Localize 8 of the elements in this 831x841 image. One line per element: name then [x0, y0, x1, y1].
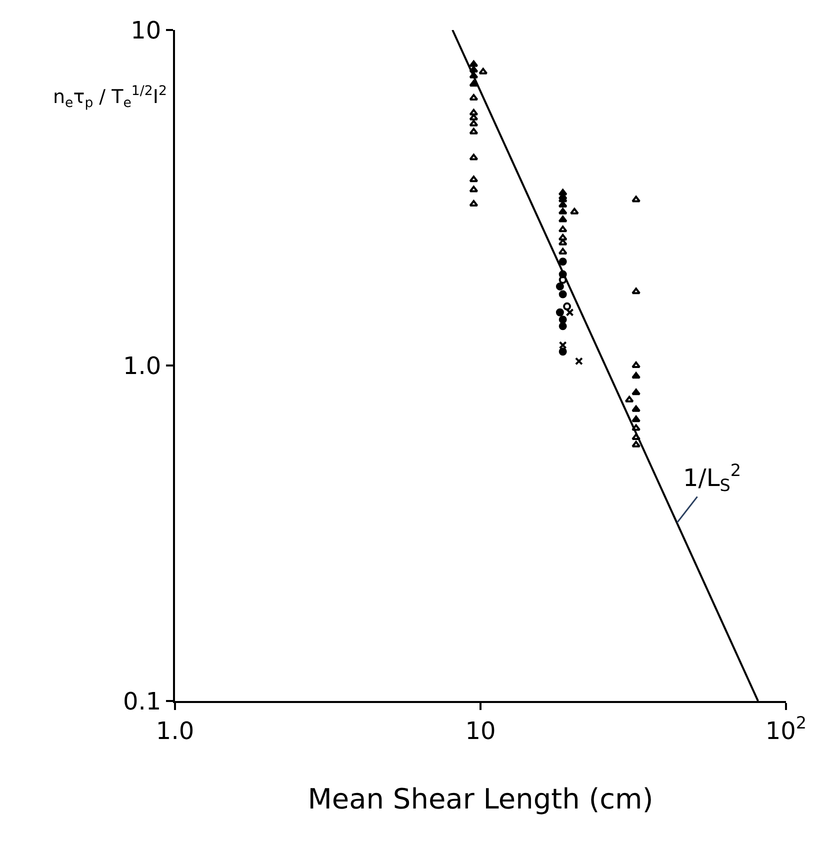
x-axis-title: Mean Shear Length (cm) — [308, 782, 654, 816]
y-tick-label: 0.1 — [123, 687, 162, 716]
y-tick-label: 10 — [130, 16, 162, 44]
x-tick-label: 10 — [465, 716, 496, 745]
x-tick-label: 1.0 — [156, 716, 194, 745]
text: n$_{e}$τ$_{p}$ / T$_{e}$$^{1/2}$I$^{2}$ — [53, 84, 167, 111]
y-tick-label: 1.0 — [123, 352, 162, 380]
x-tick-label: 10$^{2}$ — [765, 712, 807, 745]
